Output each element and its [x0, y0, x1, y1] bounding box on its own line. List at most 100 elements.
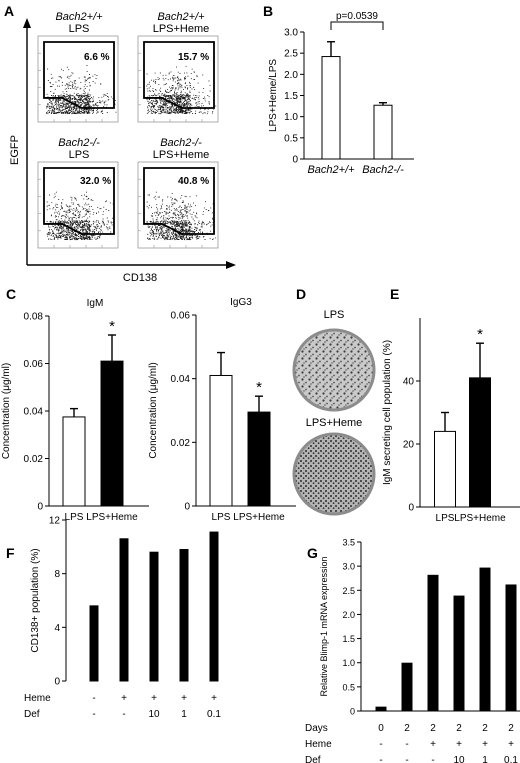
panel-g-row-cell: 2	[508, 723, 514, 734]
panel-c-igm-chart: 0 0.02 0.04 0.06 0.08 Concentration (μg/ml) LP…	[1, 298, 149, 523]
panel-g-row-cell: 0.1	[504, 755, 518, 763]
panel-b-pvalue-bracket	[330, 21, 384, 30]
panel-g-chart: 0 0.5 1.0 1.5 2.0 2.5 3.0 3.5 Relative Blimp-1 m…	[305, 538, 520, 763]
panel-g-y-tick-label: 2.0	[342, 610, 355, 620]
panel-a-plot4-treatment: LPS+Heme	[153, 149, 210, 161]
panel-f-bar-1	[89, 605, 99, 682]
panel-f-row-cell: +	[151, 693, 157, 704]
panel-a-plot3-genotype: Bach2-/-	[58, 137, 100, 149]
panel-c-igg3-y-label: Concentration (μg/ml)	[148, 362, 159, 458]
panel-letter-c: C	[6, 286, 16, 302]
panel-f-bar-2	[119, 538, 129, 682]
panel-e-significance-2: *	[477, 326, 483, 343]
panel-f-row-cell: +	[181, 693, 187, 704]
panel-letter-b: B	[263, 3, 273, 19]
panel-g-row-cell: -	[405, 739, 408, 750]
panel-g-row-label-heme: Heme	[305, 739, 332, 750]
panel-c-igm-bar-2	[100, 360, 124, 507]
panel-e-bar-1	[434, 430, 456, 508]
panel-a-y-arrowhead	[23, 18, 31, 28]
panel-d-top-label: LPS	[324, 309, 345, 321]
panel-e-y-tick-label: 40	[403, 377, 415, 388]
panel-b-y-tick-label: 1.5	[284, 91, 298, 102]
flow-plot-frame	[137, 35, 219, 123]
panel-f-y-tick-label: 4	[54, 623, 60, 634]
panel-c-igg3-significance-2: *	[256, 379, 262, 396]
panel-c-igm-y-tick-label: 0	[37, 502, 43, 513]
panel-a-y-label: EGFP	[9, 135, 21, 165]
panel-a-plot2-genotype: Bach2+/+	[157, 11, 205, 23]
panel-g-row-cell: 0	[378, 723, 384, 734]
panel-e-y-tick-label: 0	[408, 503, 414, 514]
panel-b-category-1: Bach2+/+	[307, 164, 355, 176]
panel-f-y-tick-label: 0	[54, 677, 60, 688]
panel-b-y-tick-label: 2.5	[284, 49, 298, 60]
panel-f-row-cell: +	[121, 693, 127, 704]
panel-f-row-cell: 0.1	[207, 709, 221, 720]
panel-a-plot1-treatment: LPS	[69, 23, 90, 35]
panel-d-bottom-label: LPS+Heme	[306, 417, 363, 429]
panel-f-row-label-def: Def	[24, 709, 40, 720]
panel-c-igg3-y-tick-label: 0.06	[171, 311, 191, 322]
panel-a-plot1-percent: 6.6 %	[84, 52, 110, 63]
panel-g-y-tick-label: 3.0	[342, 562, 355, 572]
panel-f-row-cell: 10	[148, 709, 160, 720]
panel-g-row-cell: 2	[430, 723, 436, 734]
panel-g-row-label-def: Def	[305, 755, 321, 763]
panel-g-row-cell: 2	[404, 723, 410, 734]
elispot-dish-lps-heme	[292, 432, 376, 516]
panel-a-plot4-genotype: Bach2-/-	[160, 137, 202, 149]
flow-plot-frame	[37, 161, 119, 249]
flow-gate	[143, 41, 215, 109]
panel-b-y-tick-label: 2.0	[284, 70, 298, 81]
flow-plot-2	[137, 35, 219, 123]
panel-g-y-tick-label: 2.5	[342, 586, 355, 596]
flow-plot-frame	[37, 35, 119, 123]
panel-g-row-cell: +	[456, 739, 462, 750]
panel-c-igg3-y-tick-label: 0	[184, 502, 190, 513]
panel-g-row-cell: +	[482, 739, 488, 750]
panel-f-bar-3	[149, 551, 159, 682]
panel-f-y-tick-label: 8	[54, 569, 60, 580]
panel-g-row-cell: 10	[453, 755, 465, 763]
panel-c-igg3-chart: 0 0.02 0.04 0.06 Concentration (μg/ml) LPS * LP…	[148, 297, 296, 523]
flow-plot-events	[46, 191, 114, 241]
panel-f-row-label-heme: Heme	[24, 693, 51, 704]
flow-plot-frame	[137, 161, 219, 249]
panel-g-y-tick-label: 3.5	[342, 538, 355, 548]
panel-f-row-cell: -	[92, 709, 95, 720]
panel-g-row-cell: 2	[456, 723, 462, 734]
panel-d-elispot: LPS LPS+Heme	[292, 309, 376, 516]
panel-c-igm-y-tick-label: 0.08	[24, 312, 44, 323]
panel-g-row-cell: 2	[482, 723, 488, 734]
panel-b-category-2: Bach2-/-	[362, 164, 404, 176]
panel-e-bar-2	[469, 377, 491, 508]
panel-g-row-cell: +	[430, 739, 436, 750]
panel-g-row-cell: 1	[482, 755, 488, 763]
panel-a-plot3-percent: 32.0 %	[80, 176, 111, 187]
panel-b-y-label: LPS+Heme/LPS	[268, 59, 279, 132]
panel-g-bar-1	[375, 706, 387, 712]
panel-c-igg3-bar-2	[247, 411, 271, 507]
panel-g-bar-2	[401, 662, 413, 712]
panel-c-igm-significance-2: *	[109, 318, 115, 335]
panel-g-row-cell: +	[508, 739, 514, 750]
panel-e-y-label: IgM secreting cell population (%)	[382, 340, 393, 485]
panel-g-y-tick-label: 1.0	[342, 658, 355, 668]
panel-b-y-tick-label: 3.0	[284, 28, 298, 39]
panel-c-igm-y-tick-label: 0.06	[24, 359, 44, 370]
panel-a-plot1-genotype: Bach2+/+	[55, 11, 103, 23]
panel-g-bar-6	[505, 584, 517, 712]
panel-c-igg3-title: IgG3	[230, 297, 252, 308]
flow-plot-events	[146, 65, 217, 115]
panel-c-igm-y-tick-label: 0.02	[24, 454, 44, 465]
flow-plot-4	[137, 161, 219, 249]
panel-g-y-tick-label: 1.5	[342, 634, 355, 644]
panel-c-igm-category-2: LPS+Heme	[86, 512, 138, 523]
panel-f-row-cell: 1	[181, 709, 187, 720]
panel-f-bar-4	[179, 549, 189, 682]
panel-letter-d: D	[296, 286, 306, 302]
panel-a-plot2-percent: 15.7 %	[178, 52, 209, 63]
panel-letter-f: F	[6, 545, 15, 561]
panel-b-chart: 0 0.5 1.0 1.5 2.0 2.5 3.0 LPS+Heme/LPS Bach2+/+ B…	[268, 11, 414, 176]
